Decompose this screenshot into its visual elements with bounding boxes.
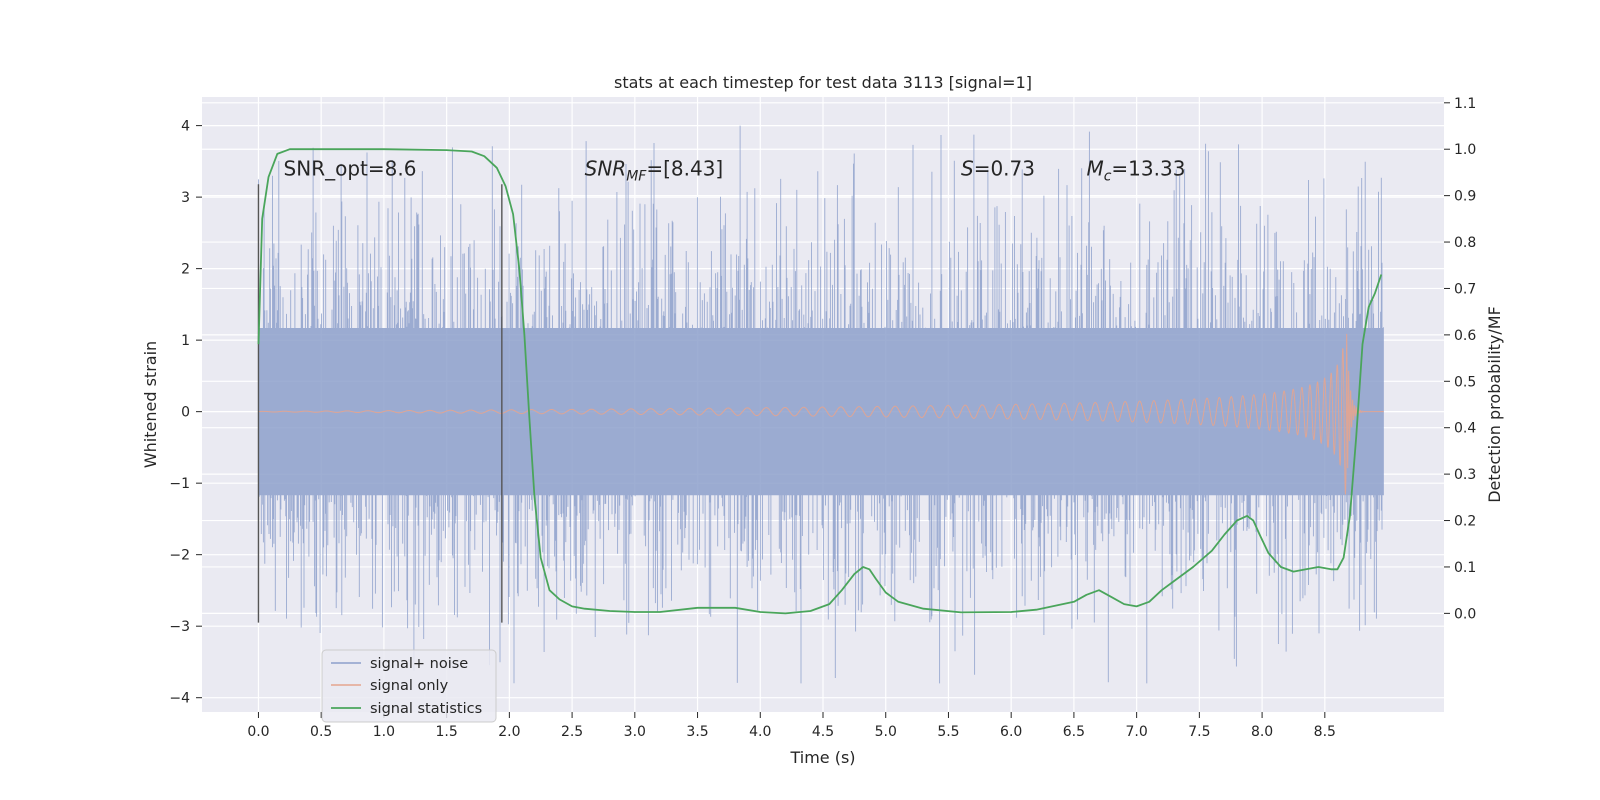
- x-tick-label: 6.5: [1063, 724, 1085, 740]
- legend-box: [321, 649, 497, 723]
- x-tick-label: 4.0: [749, 724, 771, 740]
- y-tick-label: 4: [181, 119, 190, 135]
- y-tick-label: −2: [169, 548, 190, 564]
- y-tick-label: −1: [169, 476, 190, 492]
- y-axis-label: Whitened strain: [141, 341, 160, 468]
- y2-tick-label: 0.1: [1454, 560, 1476, 576]
- y-tick-label: 1: [181, 333, 190, 349]
- x-tick-label: 5.5: [937, 724, 959, 740]
- x-tick-label: 0.0: [247, 724, 269, 740]
- annotation-text: SNRMF=[8.43]: [585, 157, 724, 185]
- x-tick-label: 2.0: [498, 724, 520, 740]
- x-tick-label: 3.5: [686, 724, 708, 740]
- marker-lines: [257, 184, 503, 623]
- x-tick-label: 4.5: [812, 724, 834, 740]
- y2-tick-label: 0.3: [1454, 467, 1476, 483]
- y2-tick-label: 0.8: [1454, 235, 1476, 251]
- axis-ticks: 0.0 0.5 1.0 1.5 2.0 2.5 3.0 3.5 4.0 4.5 5.0 5.5 6.0 6…: [169, 96, 1476, 740]
- series-signal-only: [258, 333, 1384, 495]
- y2-tick-label: 0.9: [1454, 189, 1476, 205]
- y2-tick-label: 0.7: [1454, 281, 1476, 297]
- y2-tick-label: 0.4: [1454, 421, 1476, 437]
- y-tick-label: 2: [181, 262, 190, 278]
- y-tick-label: 3: [181, 190, 190, 206]
- annotations: SNR_opt=8.6 SNRMF=[8.43] S=0.73 Mc=13.33: [284, 157, 1186, 185]
- y2-tick-label: 0.2: [1454, 514, 1476, 530]
- x-tick-label: 0.5: [310, 724, 332, 740]
- annotation-text: SNR_opt=8.6: [284, 157, 417, 181]
- x-tick-label: 6.0: [1000, 724, 1022, 740]
- y2-axis-label: Detection probability/MF: [1485, 306, 1504, 503]
- x-axis-label: Time (s): [789, 748, 855, 767]
- y-tick-label: 0: [181, 405, 190, 421]
- y2-tick-label: 1.0: [1454, 142, 1476, 158]
- x-tick-label: 7.0: [1126, 724, 1148, 740]
- legend-label-signal-statistics: signal statistics: [370, 701, 482, 717]
- x-tick-label: 1.0: [373, 724, 395, 740]
- legend-label-signal-only: signal only: [370, 678, 449, 694]
- legend-label-signal-plus-noise: signal+ noise: [370, 656, 468, 672]
- signal-statistics-trace: [257, 148, 1383, 615]
- x-tick-label: 8.0: [1251, 724, 1273, 740]
- chart-title: stats at each timestep for test data 311…: [614, 73, 1032, 92]
- y2-tick-label: 0.5: [1454, 374, 1476, 390]
- series-signal-statistics: [257, 148, 1383, 615]
- y2-tick-label: 1.1: [1454, 96, 1476, 112]
- x-tick-label: 8.5: [1314, 724, 1336, 740]
- y-tick-label: −4: [169, 691, 190, 707]
- signal-only-trace: [258, 333, 1384, 495]
- y-tick-label: −3: [169, 619, 190, 635]
- x-tick-label: 3.0: [624, 724, 646, 740]
- x-tick-label: 7.5: [1188, 724, 1210, 740]
- x-tick-label: 5.0: [875, 724, 897, 740]
- x-tick-label: 1.5: [436, 724, 458, 740]
- y2-tick-label: 0.6: [1454, 328, 1476, 344]
- x-tick-label: 2.5: [561, 724, 583, 740]
- y2-tick-label: 0.0: [1454, 606, 1476, 622]
- annotation-text: S=0.73: [961, 157, 1035, 181]
- annotation-text: Mc=13.33: [1086, 157, 1185, 185]
- legend: signal+ noise signal only signal statist…: [321, 649, 497, 723]
